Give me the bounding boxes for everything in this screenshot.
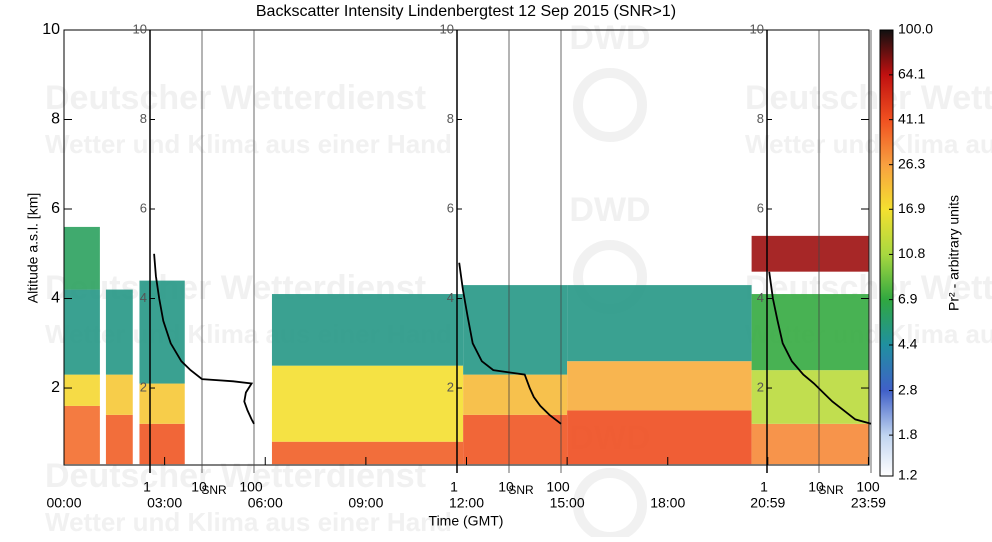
x-tick-label: 12:00 [449, 495, 484, 511]
watermark-slogan: Wetter und Klima aus einer Hand [45, 129, 452, 159]
colorbar-tick-label: 1.8 [898, 426, 918, 442]
x-tick-label: 18:00 [650, 495, 685, 511]
inset-tick-label: 1 [760, 479, 768, 495]
inset-tick-label: 1 [143, 479, 151, 495]
x-tick-label: 06:00 [248, 495, 283, 511]
backscatter-band [105, 374, 133, 415]
backscatter-band [751, 423, 869, 465]
inset-x-label: SNR [508, 483, 534, 497]
inset-y-tick-label: 4 [447, 290, 454, 305]
snr-profile [458, 262, 562, 425]
inset-tick-label: 10 [498, 479, 514, 495]
axes: 2 4 6 8 10 00:00 03:00 06:00 09:00 12:00 15:00 18:0… [42, 21, 886, 510]
backscatter-band [64, 405, 100, 465]
inset-y-tick-label: 6 [140, 200, 147, 215]
watermark-circle [573, 68, 647, 142]
inset-tick-label: 100 [856, 479, 880, 495]
backscatter-band [64, 289, 100, 375]
inset-y-tick-label: 10 [133, 21, 147, 36]
backscatter-band [139, 280, 185, 384]
y-tick-label: 8 [51, 111, 60, 128]
watermark-logo: DWD [569, 191, 650, 229]
snr-profile [153, 253, 255, 425]
backscatter-band [751, 235, 869, 272]
x-tick-label: 00:00 [46, 495, 81, 511]
inset-y-tick-label: 4 [140, 290, 147, 305]
inset-tick-label: 10 [191, 479, 207, 495]
backscatter-band [271, 294, 464, 366]
inset-y-tick-label: 8 [140, 111, 147, 126]
inset-y-tick-label: 8 [447, 111, 454, 126]
x-tick-label: 20:59 [750, 495, 785, 511]
inset-y-tick-label: 6 [757, 200, 764, 215]
inset-tick-label: 100 [239, 479, 263, 495]
watermark-circle [573, 468, 647, 542]
x-tick-label: 03:00 [147, 495, 182, 511]
colorbar-tick-label: 4.4 [898, 336, 918, 352]
inset-y-tick-label: 10 [440, 21, 454, 36]
backscatter-field [64, 226, 869, 465]
inset-y-tick-label: 8 [757, 111, 764, 126]
inset-y-tick-label: 2 [447, 379, 454, 394]
colorbar-tick-label: 100.0 [898, 21, 933, 37]
inset-tick-label: 10 [808, 479, 824, 495]
y-tick-label: 6 [51, 200, 60, 217]
watermark-org: Deutscher Wetterdienst [45, 79, 426, 117]
backscatter-band [567, 410, 752, 465]
inset-x-label: SNR [201, 483, 227, 497]
backscatter-band [567, 285, 752, 362]
inset-y-tick-label: 2 [140, 379, 147, 394]
y-tick-label: 2 [51, 379, 60, 396]
backscatter-band [463, 285, 568, 375]
inset-y-tick-label: 6 [447, 200, 454, 215]
inset-tick-label: 1 [450, 479, 458, 495]
inset-y-tick-label: 4 [757, 290, 764, 305]
colorbar-tick-label: 26.3 [898, 155, 925, 171]
backscatter-band [64, 374, 100, 406]
colorbar [879, 29, 894, 477]
backscatter-band [271, 365, 464, 442]
backscatter-band [105, 414, 133, 465]
x-tick-label: 15:00 [550, 495, 585, 511]
x-tick-label: 23:59 [851, 495, 886, 511]
y-tick-label: 4 [51, 290, 60, 307]
inset-y-tick-label: 2 [757, 379, 764, 394]
x-tick-label: 09:00 [348, 495, 383, 511]
colorbar-tick-label: 64.1 [898, 66, 925, 82]
inset-y-tick-label: 10 [750, 21, 764, 36]
backscatter-band [139, 423, 185, 465]
watermark-logo: DWD [569, 19, 650, 57]
colorbar-tick-label: 16.9 [898, 200, 925, 216]
y-tick-label: 10 [42, 21, 60, 38]
backscatter-band [271, 441, 464, 465]
colorbar-label: Pr² - arbitrary units [946, 195, 962, 311]
inset-tick-label: 100 [546, 479, 570, 495]
colorbar-tick-label: 2.8 [898, 381, 918, 397]
backscatter-band [105, 289, 133, 375]
colorbar-tick-label: 1.2 [898, 467, 918, 483]
backscatter-band [64, 226, 100, 290]
x-axis-label: Time (GMT) [429, 513, 504, 529]
y-axis-label: Altitude a.s.l. [km] [25, 193, 41, 303]
backscatter-band [463, 414, 568, 465]
colorbar-tick-label: 10.8 [898, 245, 925, 261]
inset-x-label: SNR [818, 483, 844, 497]
watermark-slogan: Wetter und Klima aus einer Hand [45, 507, 452, 537]
backscatter-band [463, 374, 568, 415]
backscatter-band [139, 383, 185, 424]
backscatter-band [567, 361, 752, 411]
chart-title: Backscatter Intensity Lindenbergtest 12 … [256, 3, 676, 20]
snr-profile [768, 271, 872, 425]
backscatter-band [751, 294, 869, 371]
colorbar-tick-label: 41.1 [898, 110, 925, 126]
colorbar-tick-label: 6.9 [898, 290, 918, 306]
